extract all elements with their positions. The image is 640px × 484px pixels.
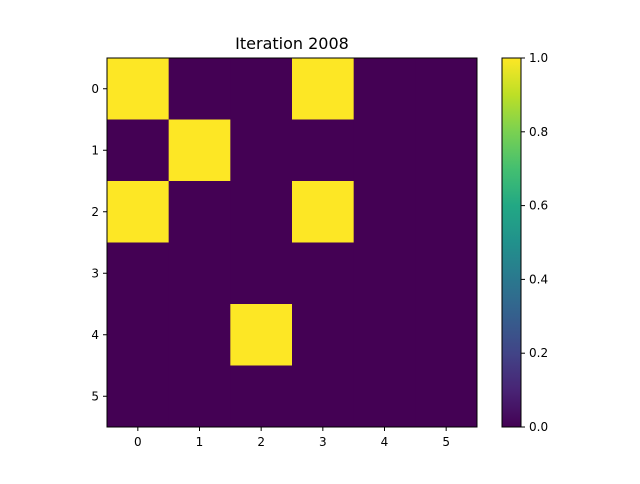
heatmap-cell-r0-c0 xyxy=(107,58,170,120)
heatmap-cell-r1-c3 xyxy=(292,119,355,182)
heatmap-cell-r3-c2 xyxy=(230,242,293,305)
colorbar-frame xyxy=(501,57,522,428)
colorbar-tick-label: 0.6 xyxy=(529,199,548,213)
heatmap-cell-r2-c2 xyxy=(230,181,293,243)
y-tick-label: 0 xyxy=(91,82,99,96)
y-axis: 0 1 2 3 4 5 xyxy=(91,82,107,403)
chart-title: Iteration 2008 xyxy=(235,34,349,53)
heatmap-cells xyxy=(107,58,478,428)
heatmap-cell-r4-c5 xyxy=(415,304,478,366)
colorbar-tick-label: 0.0 xyxy=(529,420,548,434)
heatmap-cell-r1-c2 xyxy=(230,119,293,182)
y-tick-label: 4 xyxy=(91,328,99,342)
heatmap-cell-r5-c0 xyxy=(107,365,170,428)
heatmap-cell-r0-c5 xyxy=(415,58,478,120)
heatmap-cell-r1-c4 xyxy=(353,119,416,182)
x-tick-label: 3 xyxy=(319,435,327,449)
heatmap-cell-r0-c4 xyxy=(353,58,416,120)
heatmap-cell-r5-c3 xyxy=(292,365,355,428)
y-tick-label: 3 xyxy=(91,266,99,280)
heatmap-cell-r2-c0 xyxy=(107,181,170,243)
heatmap-cell-r5-c1 xyxy=(168,365,231,428)
heatmap-cell-r3-c0 xyxy=(107,242,170,305)
heatmap-cell-r4-c3 xyxy=(292,304,355,366)
heatmap-frame xyxy=(106,57,478,428)
y-tick-label: 5 xyxy=(91,389,99,403)
heatmap-cell-r3-c4 xyxy=(353,242,416,305)
heatmap-cell-r2-c5 xyxy=(415,181,478,243)
colorbar-tick-label: 1.0 xyxy=(529,51,548,65)
colorbar-axis: 0.0 0.2 0.4 0.6 0.8 1.0 xyxy=(521,51,548,434)
heatmap-cell-r2-c3 xyxy=(292,181,355,243)
colorbar xyxy=(502,58,521,427)
heatmap-cell-r1-c5 xyxy=(415,119,478,182)
heatmap-cell-r0-c2 xyxy=(230,58,293,120)
heatmap-cell-r2-c1 xyxy=(168,181,231,243)
x-tick-label: 5 xyxy=(442,435,450,449)
heatmap-cell-r0-c3 xyxy=(292,58,355,120)
y-tick-label: 2 xyxy=(91,205,99,219)
heatmap-cell-r4-c0 xyxy=(107,304,170,366)
x-tick-label: 0 xyxy=(134,435,142,449)
heatmap-cell-r2-c4 xyxy=(353,181,416,243)
heatmap-cell-r1-c0 xyxy=(107,119,170,182)
heatmap-cell-r3-c1 xyxy=(168,242,231,305)
heatmap-cell-r3-c5 xyxy=(415,242,478,305)
x-tick-label: 1 xyxy=(196,435,204,449)
heatmap-cell-r5-c5 xyxy=(415,365,478,428)
heatmap-cell-r4-c2 xyxy=(230,304,293,366)
heatmap-cell-r3-c3 xyxy=(292,242,355,305)
x-axis: 0 1 2 3 4 5 xyxy=(134,427,450,449)
heatmap-cell-r4-c4 xyxy=(353,304,416,366)
heatmap-cell-r5-c4 xyxy=(353,365,416,428)
heatmap-cell-r5-c2 xyxy=(230,365,293,428)
colorbar-tick-label: 0.8 xyxy=(529,125,548,139)
colorbar-tick-label: 0.4 xyxy=(529,272,548,286)
x-tick-label: 2 xyxy=(257,435,265,449)
heatmap-cell-r0-c1 xyxy=(168,58,231,120)
colorbar-tick-label: 0.2 xyxy=(529,346,548,360)
heatmap-cell-r1-c1 xyxy=(168,119,231,182)
x-tick-label: 4 xyxy=(381,435,389,449)
heatmap-cell-r4-c1 xyxy=(168,304,231,366)
y-tick-label: 1 xyxy=(91,143,99,157)
